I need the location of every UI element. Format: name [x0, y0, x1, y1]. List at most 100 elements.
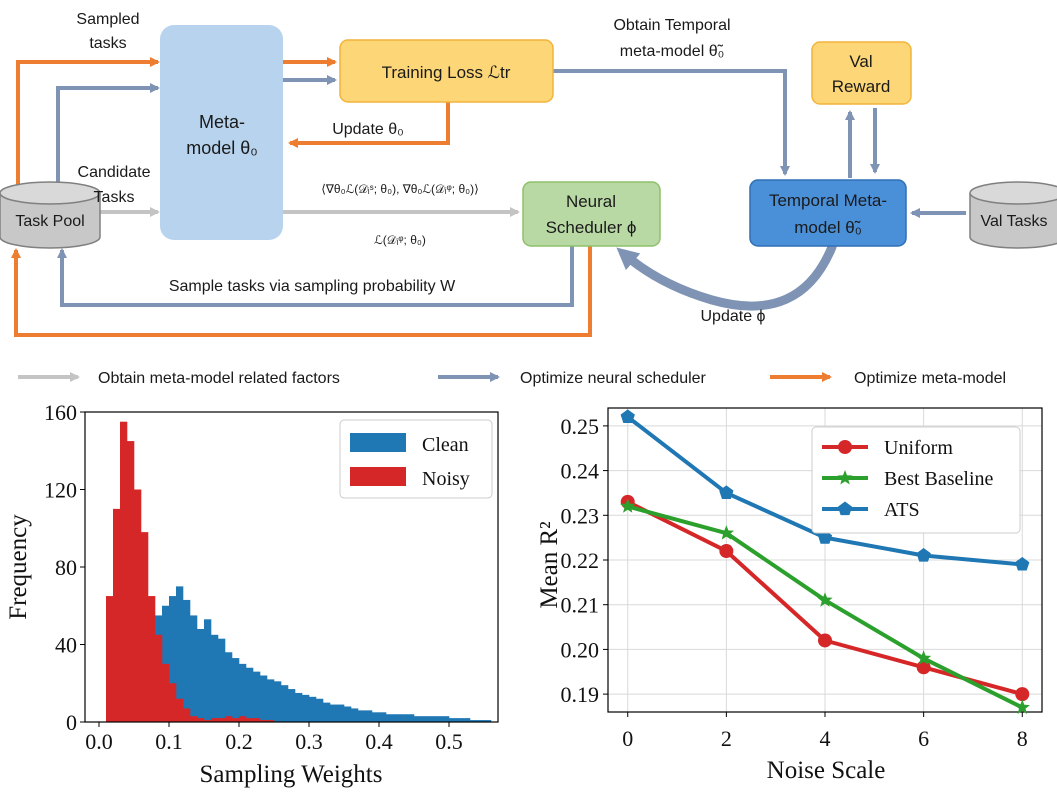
y-tick-label: 80: [55, 555, 77, 580]
clean-bar: [288, 689, 296, 722]
data-point-ats: [1015, 557, 1030, 571]
task-pool: Task Pool: [0, 181, 101, 249]
update-theta-label: Update θ₀: [332, 121, 404, 138]
clean-bar: [232, 658, 240, 722]
noisy-bar: [134, 489, 142, 722]
val-reward-label-1: Val: [849, 52, 872, 71]
noisy-bar: [211, 718, 219, 722]
x-tick-label: 0.1: [155, 729, 183, 754]
clean-bar: [344, 706, 352, 722]
noisy-bar: [162, 663, 170, 722]
val-reward-box: Val Reward: [811, 41, 912, 105]
legend-marker: [838, 440, 852, 454]
pipeline-diagram: Task Pool Val Tasks Meta- model θ₀ Train…: [0, 11, 1057, 387]
scheduler-label-1: Neural: [566, 192, 616, 211]
clean-bar: [414, 716, 422, 722]
data-point-ats: [719, 485, 734, 499]
clean-bar: [477, 720, 485, 722]
sampled-tasks-label-2: tasks: [89, 35, 126, 52]
line-chart-legend: Uniform Best Baseline ATS: [811, 426, 1021, 534]
orange-arrow-sampled-tasks: [16, 57, 160, 190]
y-tick-label: 40: [55, 633, 77, 658]
clean-bar: [379, 712, 387, 722]
legend-label-clean: Clean: [422, 434, 469, 456]
diagram-legend: Obtain meta-model related factors Optimi…: [18, 370, 1006, 387]
clean-bar: [225, 652, 233, 722]
legend-marker: [837, 470, 853, 485]
noisy-bar: [169, 683, 177, 722]
legend-label-gray: Obtain meta-model related factors: [98, 370, 340, 387]
clean-bar: [393, 714, 401, 722]
noisy-bar: [225, 716, 233, 722]
clean-bar: [197, 629, 205, 722]
orange-arrows: [11, 57, 592, 337]
clean-bar: [484, 720, 492, 722]
val-tasks: Val Tasks: [969, 181, 1057, 249]
clean-bar: [372, 712, 380, 722]
clean-bar: [337, 704, 345, 722]
training-loss-label: Training Loss ℒtr: [382, 63, 511, 82]
candidate-tasks-label-1: Candidate: [78, 164, 151, 181]
task-pool-label: Task Pool: [15, 213, 84, 230]
clean-bar: [463, 718, 471, 722]
orange-arrow-update-theta: [288, 102, 450, 148]
noisy-bar: [204, 720, 212, 722]
data-point-best-baseline: [916, 650, 932, 665]
candidate-tasks-label-2: Tasks: [94, 189, 135, 206]
clean-bar: [435, 716, 443, 722]
noisy-bar: [148, 596, 156, 722]
clean-bar: [302, 694, 310, 722]
clean-bar: [260, 675, 268, 722]
y-tick-label: 0.21: [561, 593, 600, 618]
val-tasks-label: Val Tasks: [981, 213, 1048, 230]
y-tick-label: 0.25: [561, 414, 600, 439]
clean-bar: [456, 718, 464, 722]
blue-arrows: [56, 69, 966, 311]
legend-label: ATS: [884, 499, 920, 521]
clean-bar: [323, 702, 331, 722]
x-tick-label: 0.0: [85, 729, 113, 754]
legend-label-noisy: Noisy: [422, 468, 470, 490]
y-tick-label: 0: [66, 710, 77, 735]
data-point-uniform: [818, 633, 832, 648]
update-phi-label: Update ϕ: [701, 308, 766, 325]
clean-bar: [239, 663, 247, 722]
noisy-bar: [141, 532, 149, 722]
blue-arrow-pool-to-meta: [56, 83, 160, 190]
legend-swatch-noisy: [350, 467, 406, 486]
line-chart-xlabel: Noise Scale: [767, 757, 886, 784]
clean-bar: [442, 716, 450, 722]
legend-label: Best Baseline: [884, 468, 994, 490]
noisy-bar: [267, 720, 275, 722]
neural-scheduler-box: Neural Scheduler ϕ: [522, 181, 661, 247]
clean-bar: [190, 615, 198, 722]
clean-bar: [253, 671, 261, 722]
loss-factor-label: ℒ(𝒟ᵢᵠ; θ₀): [374, 233, 426, 247]
data-point-best-baseline: [718, 525, 734, 540]
clean-bar: [176, 586, 184, 722]
obtain-temporal-label-2: meta-model θ̃₀: [620, 43, 724, 60]
clean-bar: [358, 710, 366, 722]
clean-bar: [211, 634, 219, 722]
clean-bar: [218, 638, 226, 722]
noisy-bar: [120, 421, 128, 722]
noisy-bar: [246, 718, 254, 722]
x-tick-label: 8: [1017, 726, 1028, 751]
scheduler-label-2: Scheduler ϕ: [546, 218, 637, 237]
meta-model-label-2: model θ₀: [186, 138, 258, 158]
line-legend-box: [811, 426, 1021, 534]
line-chart-ylabel: Mean R²: [536, 521, 563, 608]
y-tick-label: 0.20: [561, 637, 600, 662]
training-loss-box: Training Loss ℒtr: [339, 39, 554, 103]
y-tick-label: 0.24: [561, 459, 600, 484]
legend-label-blue: Optimize neural scheduler: [520, 370, 707, 387]
blue-arrow-obtain-temporal: [553, 69, 790, 176]
clean-bar: [295, 692, 303, 722]
temporal-label-1: Temporal Meta-: [769, 191, 887, 210]
noisy-bar: [232, 718, 240, 722]
data-point-uniform: [719, 544, 734, 559]
legend-label-orange: Optimize meta-model: [854, 370, 1006, 387]
x-tick-label: 0.2: [225, 729, 253, 754]
y-tick-label: 120: [44, 478, 77, 503]
